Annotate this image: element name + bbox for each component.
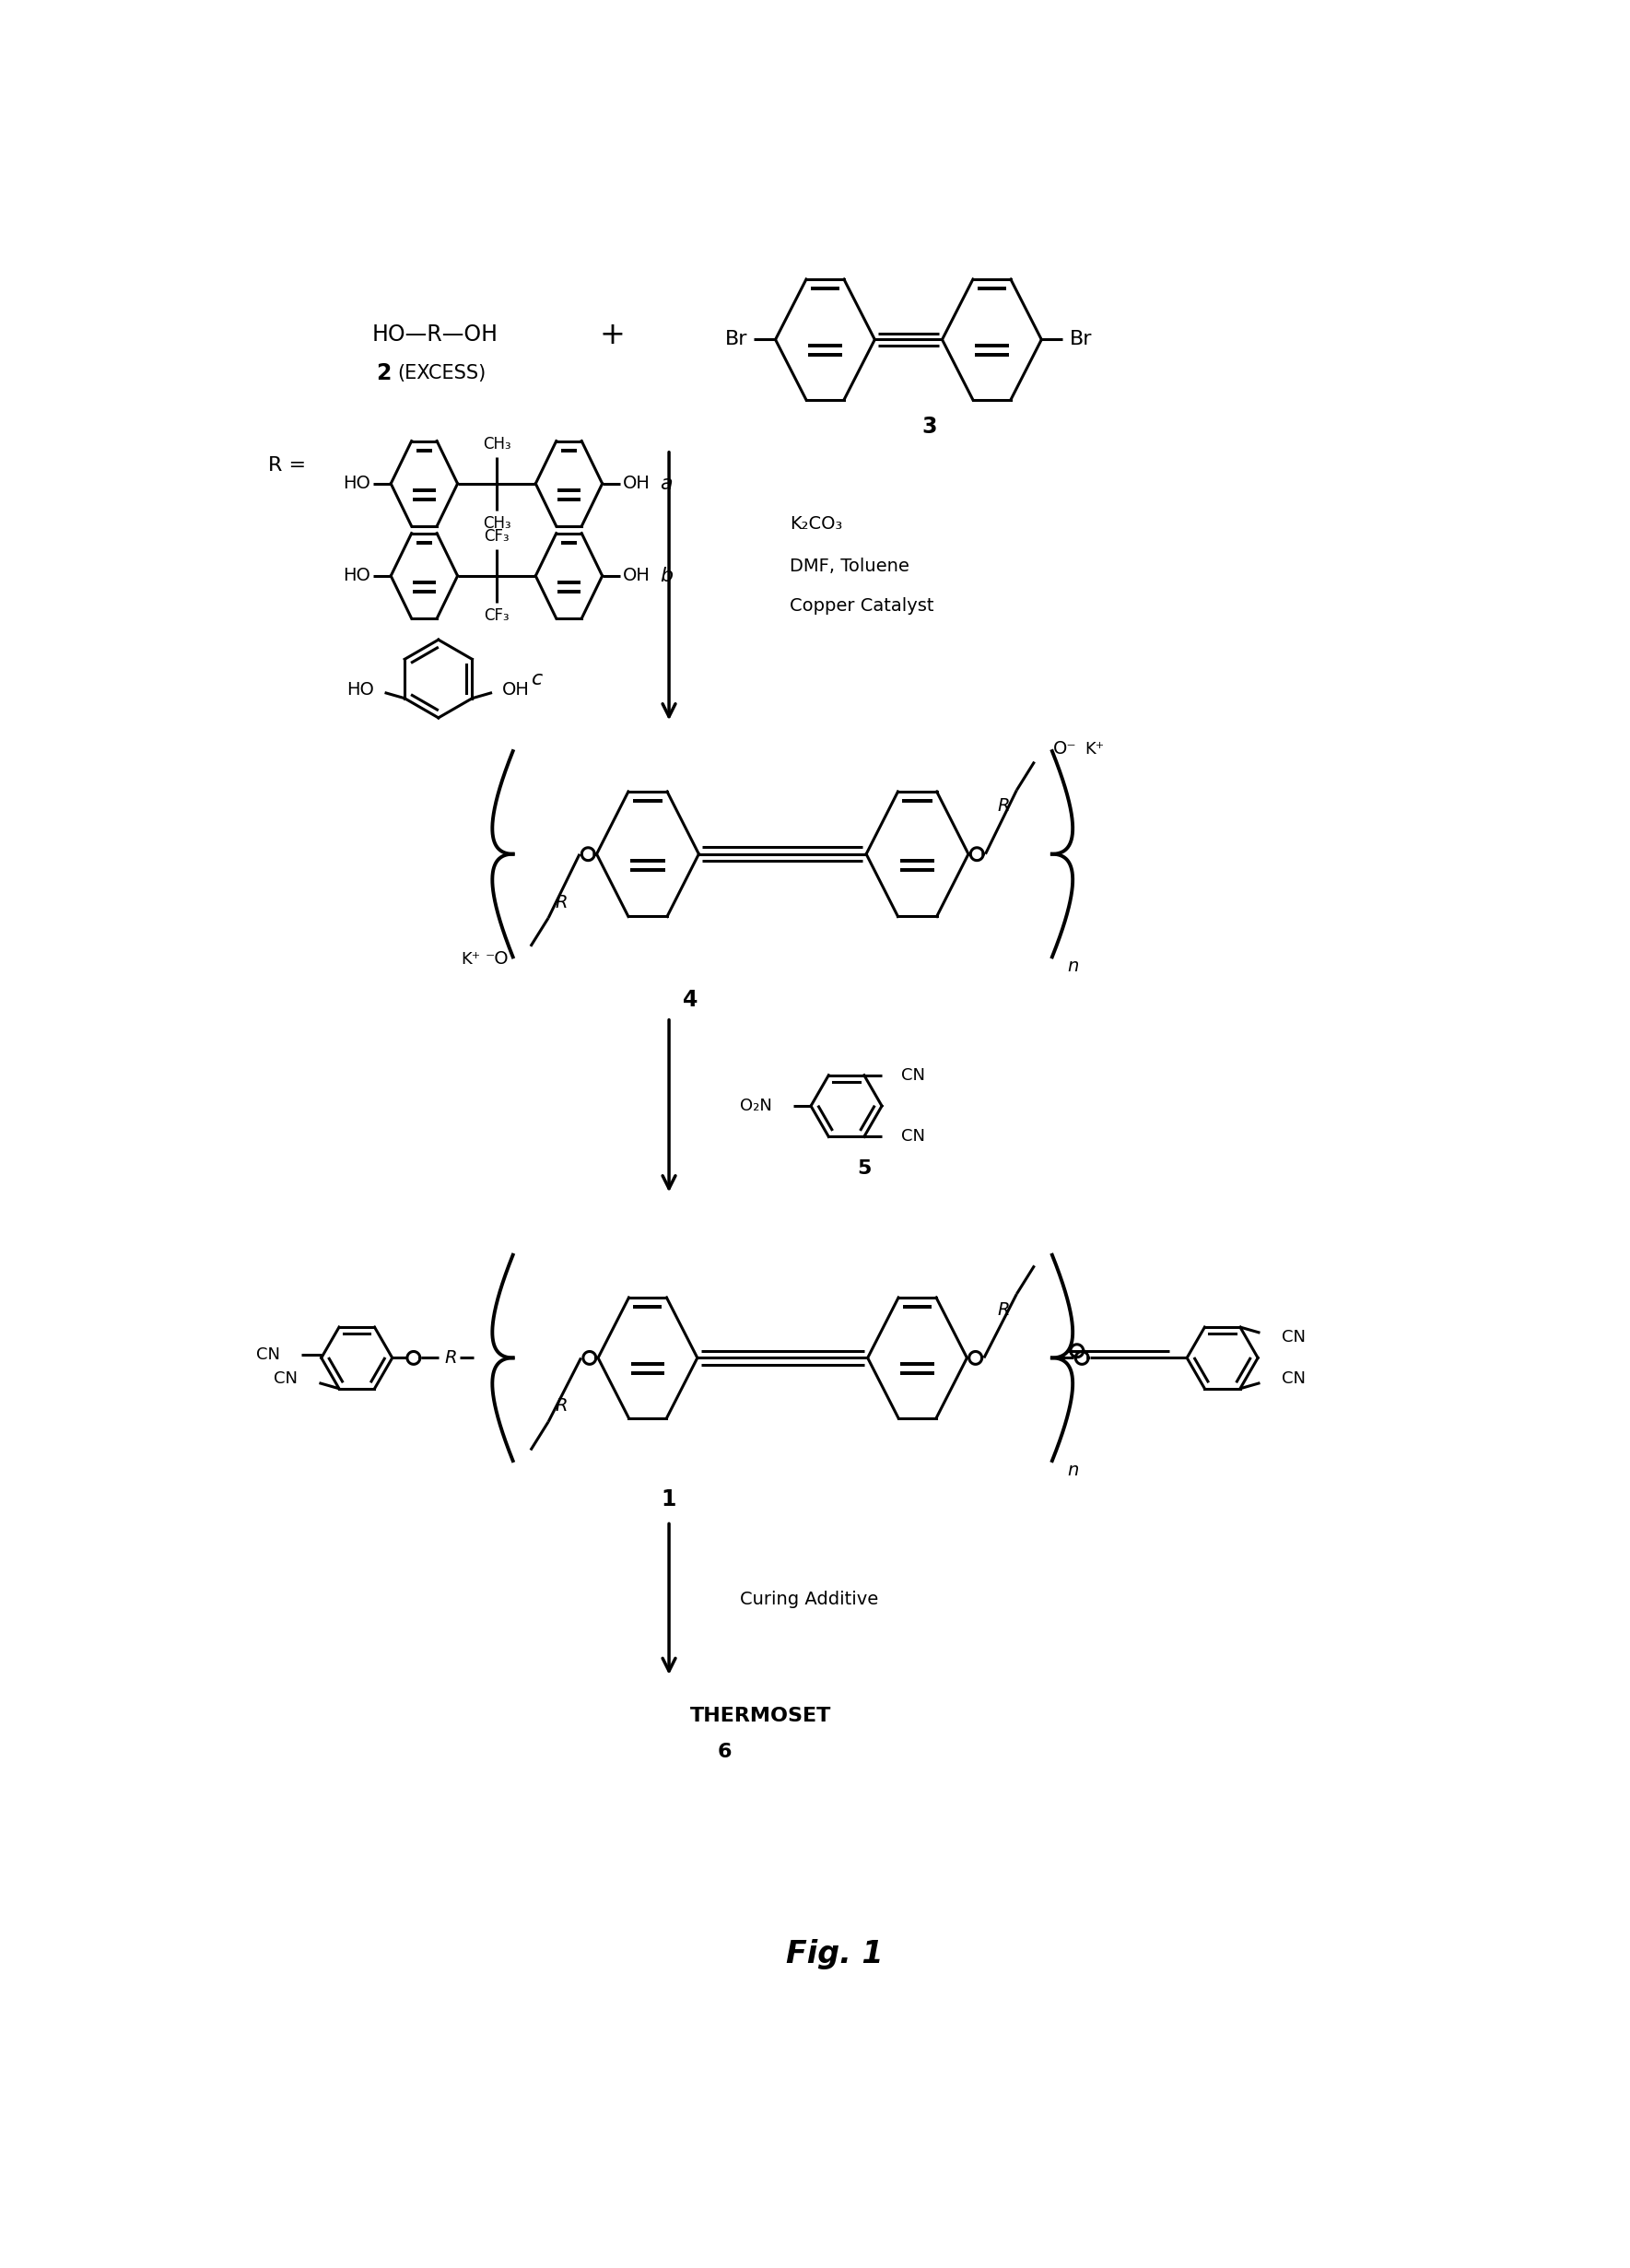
Text: Br: Br — [725, 331, 748, 349]
Text: a: a — [660, 474, 673, 492]
Text: +: + — [600, 320, 624, 349]
Text: 5: 5 — [857, 1159, 870, 1177]
Text: K⁺: K⁺ — [461, 950, 481, 968]
Text: R =: R = — [269, 456, 306, 474]
Text: ⁻O: ⁻O — [486, 950, 509, 968]
Text: CH₃: CH₃ — [482, 435, 510, 451]
Text: K⁺: K⁺ — [1086, 742, 1105, 758]
Text: CN: CN — [1281, 1329, 1306, 1345]
Text: R: R — [998, 1302, 1011, 1318]
Text: CH₃: CH₃ — [482, 515, 510, 531]
Text: HO—R—OH: HO—R—OH — [372, 324, 499, 345]
Text: OH: OH — [502, 680, 530, 699]
Text: c: c — [531, 669, 543, 687]
Text: HO: HO — [342, 567, 370, 585]
Text: K₂CO₃: K₂CO₃ — [789, 515, 843, 533]
Text: Copper Catalyst: Copper Catalyst — [789, 596, 934, 615]
Text: 4: 4 — [683, 989, 698, 1012]
Text: R: R — [554, 1397, 567, 1415]
Text: OH: OH — [623, 474, 650, 492]
Text: R: R — [554, 894, 567, 912]
Text: HO: HO — [342, 474, 370, 492]
Text: CN: CN — [901, 1129, 924, 1145]
Text: 2: 2 — [377, 363, 391, 386]
Text: THERMOSET: THERMOSET — [689, 1708, 831, 1726]
Text: Br: Br — [1069, 331, 1092, 349]
Text: HO: HO — [347, 680, 375, 699]
Text: (EXCESS): (EXCESS) — [398, 365, 486, 383]
Text: 1: 1 — [662, 1488, 676, 1510]
Text: b: b — [660, 567, 673, 585]
Text: 6: 6 — [717, 1742, 732, 1760]
Text: OH: OH — [623, 567, 650, 585]
Text: CN: CN — [901, 1066, 924, 1084]
Text: 3: 3 — [923, 415, 937, 438]
Text: CN: CN — [1281, 1370, 1306, 1388]
Text: DMF, Toluene: DMF, Toluene — [789, 558, 910, 576]
Text: Fig. 1: Fig. 1 — [786, 1939, 883, 1969]
Text: CN: CN — [256, 1345, 280, 1363]
Text: n: n — [1068, 957, 1079, 975]
Text: n: n — [1068, 1461, 1079, 1479]
Text: CF₃: CF₃ — [484, 528, 509, 544]
Text: CN: CN — [274, 1370, 298, 1388]
Text: Curing Additive: Curing Additive — [740, 1590, 879, 1608]
Text: O⁻: O⁻ — [1053, 739, 1077, 758]
Text: O₂N: O₂N — [740, 1098, 773, 1114]
Text: R: R — [998, 796, 1011, 814]
Text: R: R — [445, 1349, 456, 1368]
Text: CF₃: CF₃ — [484, 608, 509, 624]
